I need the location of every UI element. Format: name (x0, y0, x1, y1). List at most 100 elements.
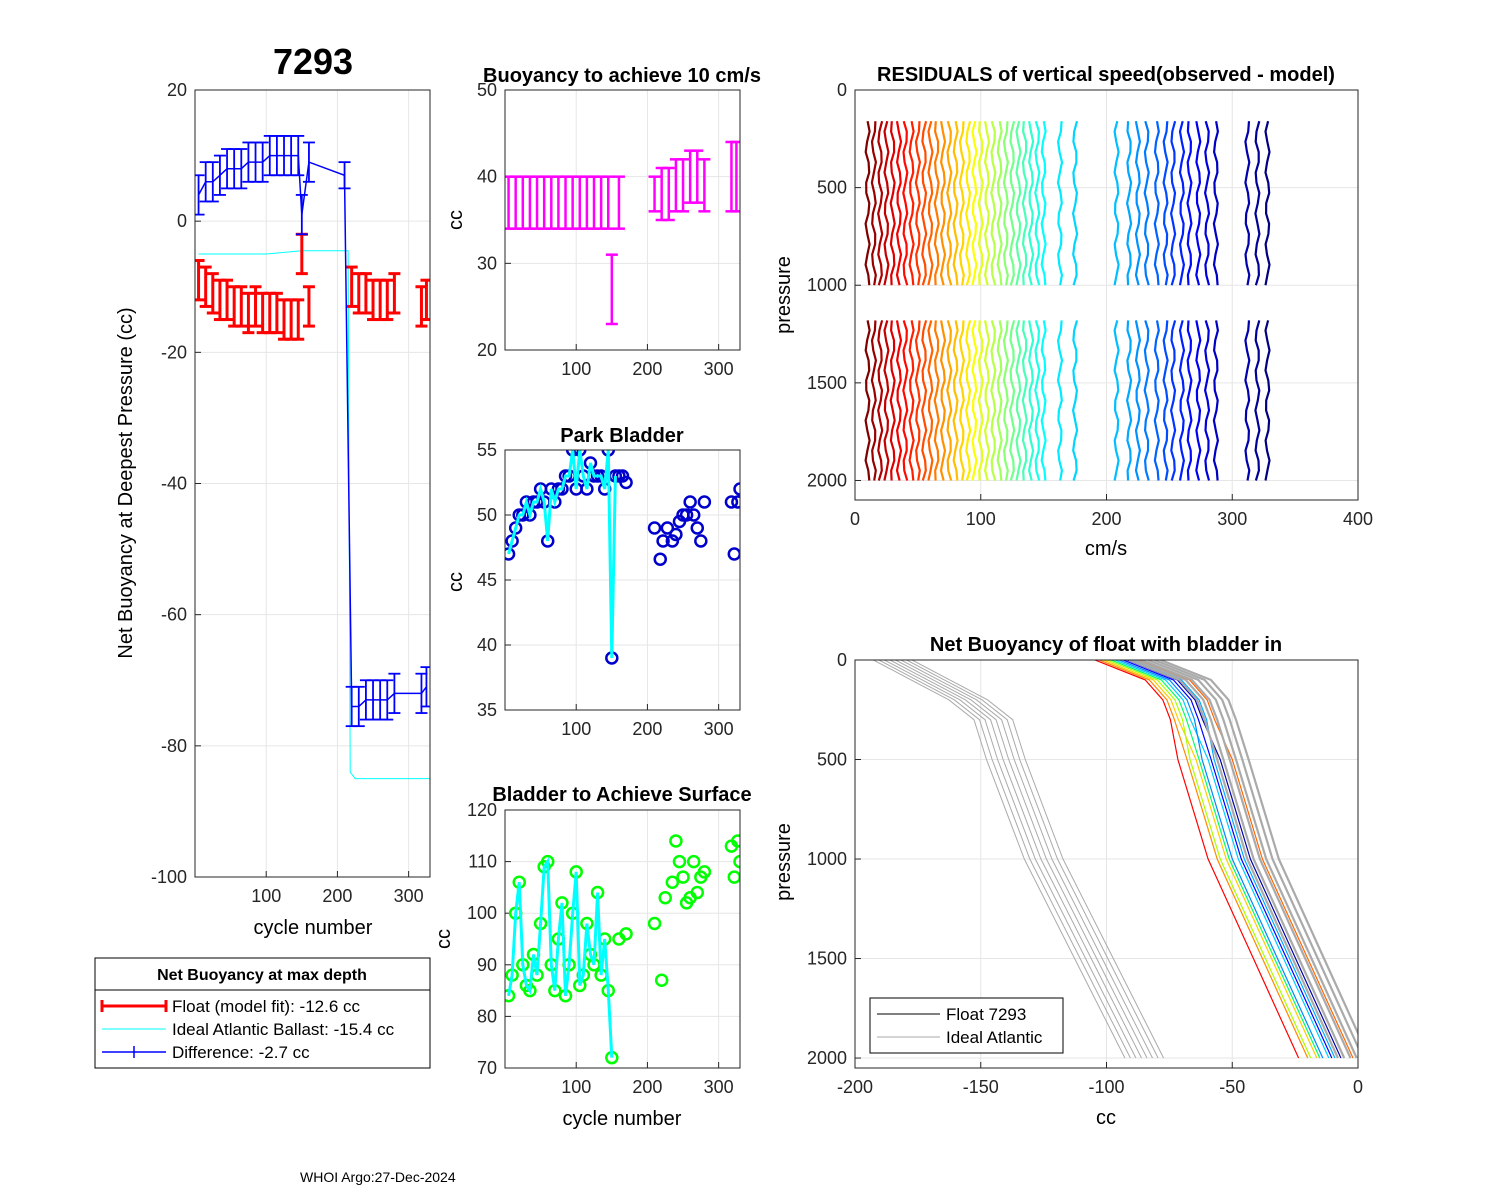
float-profile-line (1110, 660, 1321, 1059)
ideal-profile-line (889, 660, 1142, 1059)
float-errorbar (199, 265, 212, 308)
y-tick-label: -60 (161, 605, 187, 625)
net-buoyancy-legend: Net Buoyancy at max depth Float (model f… (94, 957, 431, 1069)
plot-title: Park Bladder (560, 425, 684, 447)
data-layer (873, 660, 1358, 1059)
y-axis-label: cc (445, 572, 467, 592)
residual-profile (877, 120, 884, 286)
residual-profile (870, 121, 878, 286)
buoyancy-errorbar (605, 253, 618, 326)
difference-errorbar (302, 141, 315, 183)
residual-profile (889, 121, 896, 286)
residual-profile (895, 320, 903, 481)
buoyancy-errorbar (698, 158, 711, 213)
float-errorbar (206, 272, 219, 315)
x-tick-label: 200 (322, 886, 352, 906)
x-tick-label: 300 (704, 359, 734, 379)
residual-profile (864, 320, 871, 481)
ideal-float-profile-line (1160, 660, 1358, 1036)
ideal-float-profile-line (1153, 660, 1358, 1050)
y-tick-label: 20 (477, 340, 497, 360)
y-tick-label: 500 (817, 750, 847, 770)
surface-marker (647, 916, 662, 931)
legend-title: Net Buoyancy at max depth (157, 967, 367, 984)
x-tick-label: 100 (561, 719, 591, 739)
x-tick-label: 200 (1091, 509, 1121, 529)
y-tick-label: 40 (477, 635, 497, 655)
legend-entry-float: Float (model fit): -12.6 cc (172, 997, 361, 1016)
y-tick-label: 1000 (807, 275, 847, 295)
park-marker (653, 552, 667, 566)
y-tick-label: 55 (477, 440, 497, 460)
residual-profile (958, 121, 966, 286)
residual-profile (1169, 120, 1177, 286)
park-bladder-plot: Park Bladder cc 100 200 300 55 50 45 40 35 (445, 425, 741, 739)
x-tick-label: 300 (704, 719, 734, 739)
residual-profile (1264, 320, 1271, 481)
park-marker (733, 482, 740, 496)
residual-profile (1125, 320, 1133, 481)
residual-profile (1203, 320, 1211, 481)
park-marker (731, 495, 740, 509)
y-tick-label: 120 (467, 800, 497, 820)
buoyancy-errorbar (730, 140, 740, 213)
data-layer (505, 450, 740, 665)
residual-profile (883, 320, 890, 481)
residual-profile (902, 120, 909, 286)
y-tick-label: 20 (167, 80, 187, 100)
x-tick-label: 100 (561, 359, 591, 379)
residual-profile (1009, 320, 1016, 481)
residual-profile (1071, 120, 1079, 286)
float-profile-line (1106, 660, 1312, 1059)
x-tick-label: 100 (561, 1077, 591, 1097)
float-profile-line (1102, 660, 1318, 1059)
difference-errorbar (213, 154, 226, 196)
difference-errorbar (206, 161, 219, 203)
residual-profile (1186, 320, 1193, 481)
x-axis-label: cycle number (254, 917, 373, 939)
residual-profile (1009, 120, 1016, 286)
legend-entry-difference: Difference: -2.7 cc (172, 1043, 310, 1062)
difference-errorbar (388, 672, 401, 714)
surface-marker (658, 890, 672, 905)
net-buoyancy-plot: 7293 cycle number Net Buoyancy at Deepes… (115, 41, 431, 939)
x-tick-label: 0 (850, 509, 860, 529)
y-tick-label: 50 (477, 505, 497, 525)
residual-profile (1002, 121, 1010, 286)
park-marker (647, 521, 662, 535)
residual-profile (939, 320, 947, 481)
float-errorbar (381, 278, 394, 322)
float-errorbar (388, 272, 401, 315)
y-tick-label: 2000 (807, 1048, 847, 1068)
surface-marker (665, 875, 680, 889)
bladder-in-plot: Net Buoyancy of float with bladder in cc… (773, 634, 1363, 1129)
footer-label: WHOI Argo:27-Dec-2024 (300, 1169, 456, 1185)
data-layer (505, 834, 740, 1065)
ideal-profile-line (900, 660, 1153, 1059)
residual-profile (914, 121, 922, 286)
residual-profile (1125, 121, 1133, 286)
bladder-in-legend: Float 7293 Ideal Atlantic (869, 997, 1064, 1054)
x-tick-label: 400 (1343, 509, 1373, 529)
park-marker (656, 534, 670, 548)
x-tick-label: -150 (963, 1077, 999, 1097)
surface-marker (669, 834, 683, 848)
axes-frame (854, 659, 1359, 1069)
residual-profile (965, 120, 972, 286)
surface-marker (676, 870, 690, 884)
residual-profile (1143, 120, 1150, 286)
float-errorbar (242, 291, 255, 335)
y-tick-label: 0 (837, 80, 847, 100)
x-tick-label: 300 (704, 1077, 734, 1097)
residual-profile (921, 120, 928, 286)
residual-profile (1134, 120, 1142, 286)
residuals-plot: RESIDUALS of vertical speed(observed - m… (773, 64, 1373, 560)
data-layer (864, 120, 1271, 481)
float-errorbar (195, 259, 205, 302)
residual-profile (1113, 120, 1120, 286)
park-marker (615, 469, 630, 483)
y-tick-label: 110 (468, 852, 497, 872)
float-errorbar (420, 278, 430, 322)
residual-profile (1169, 320, 1177, 481)
residual-profile (1143, 320, 1150, 481)
